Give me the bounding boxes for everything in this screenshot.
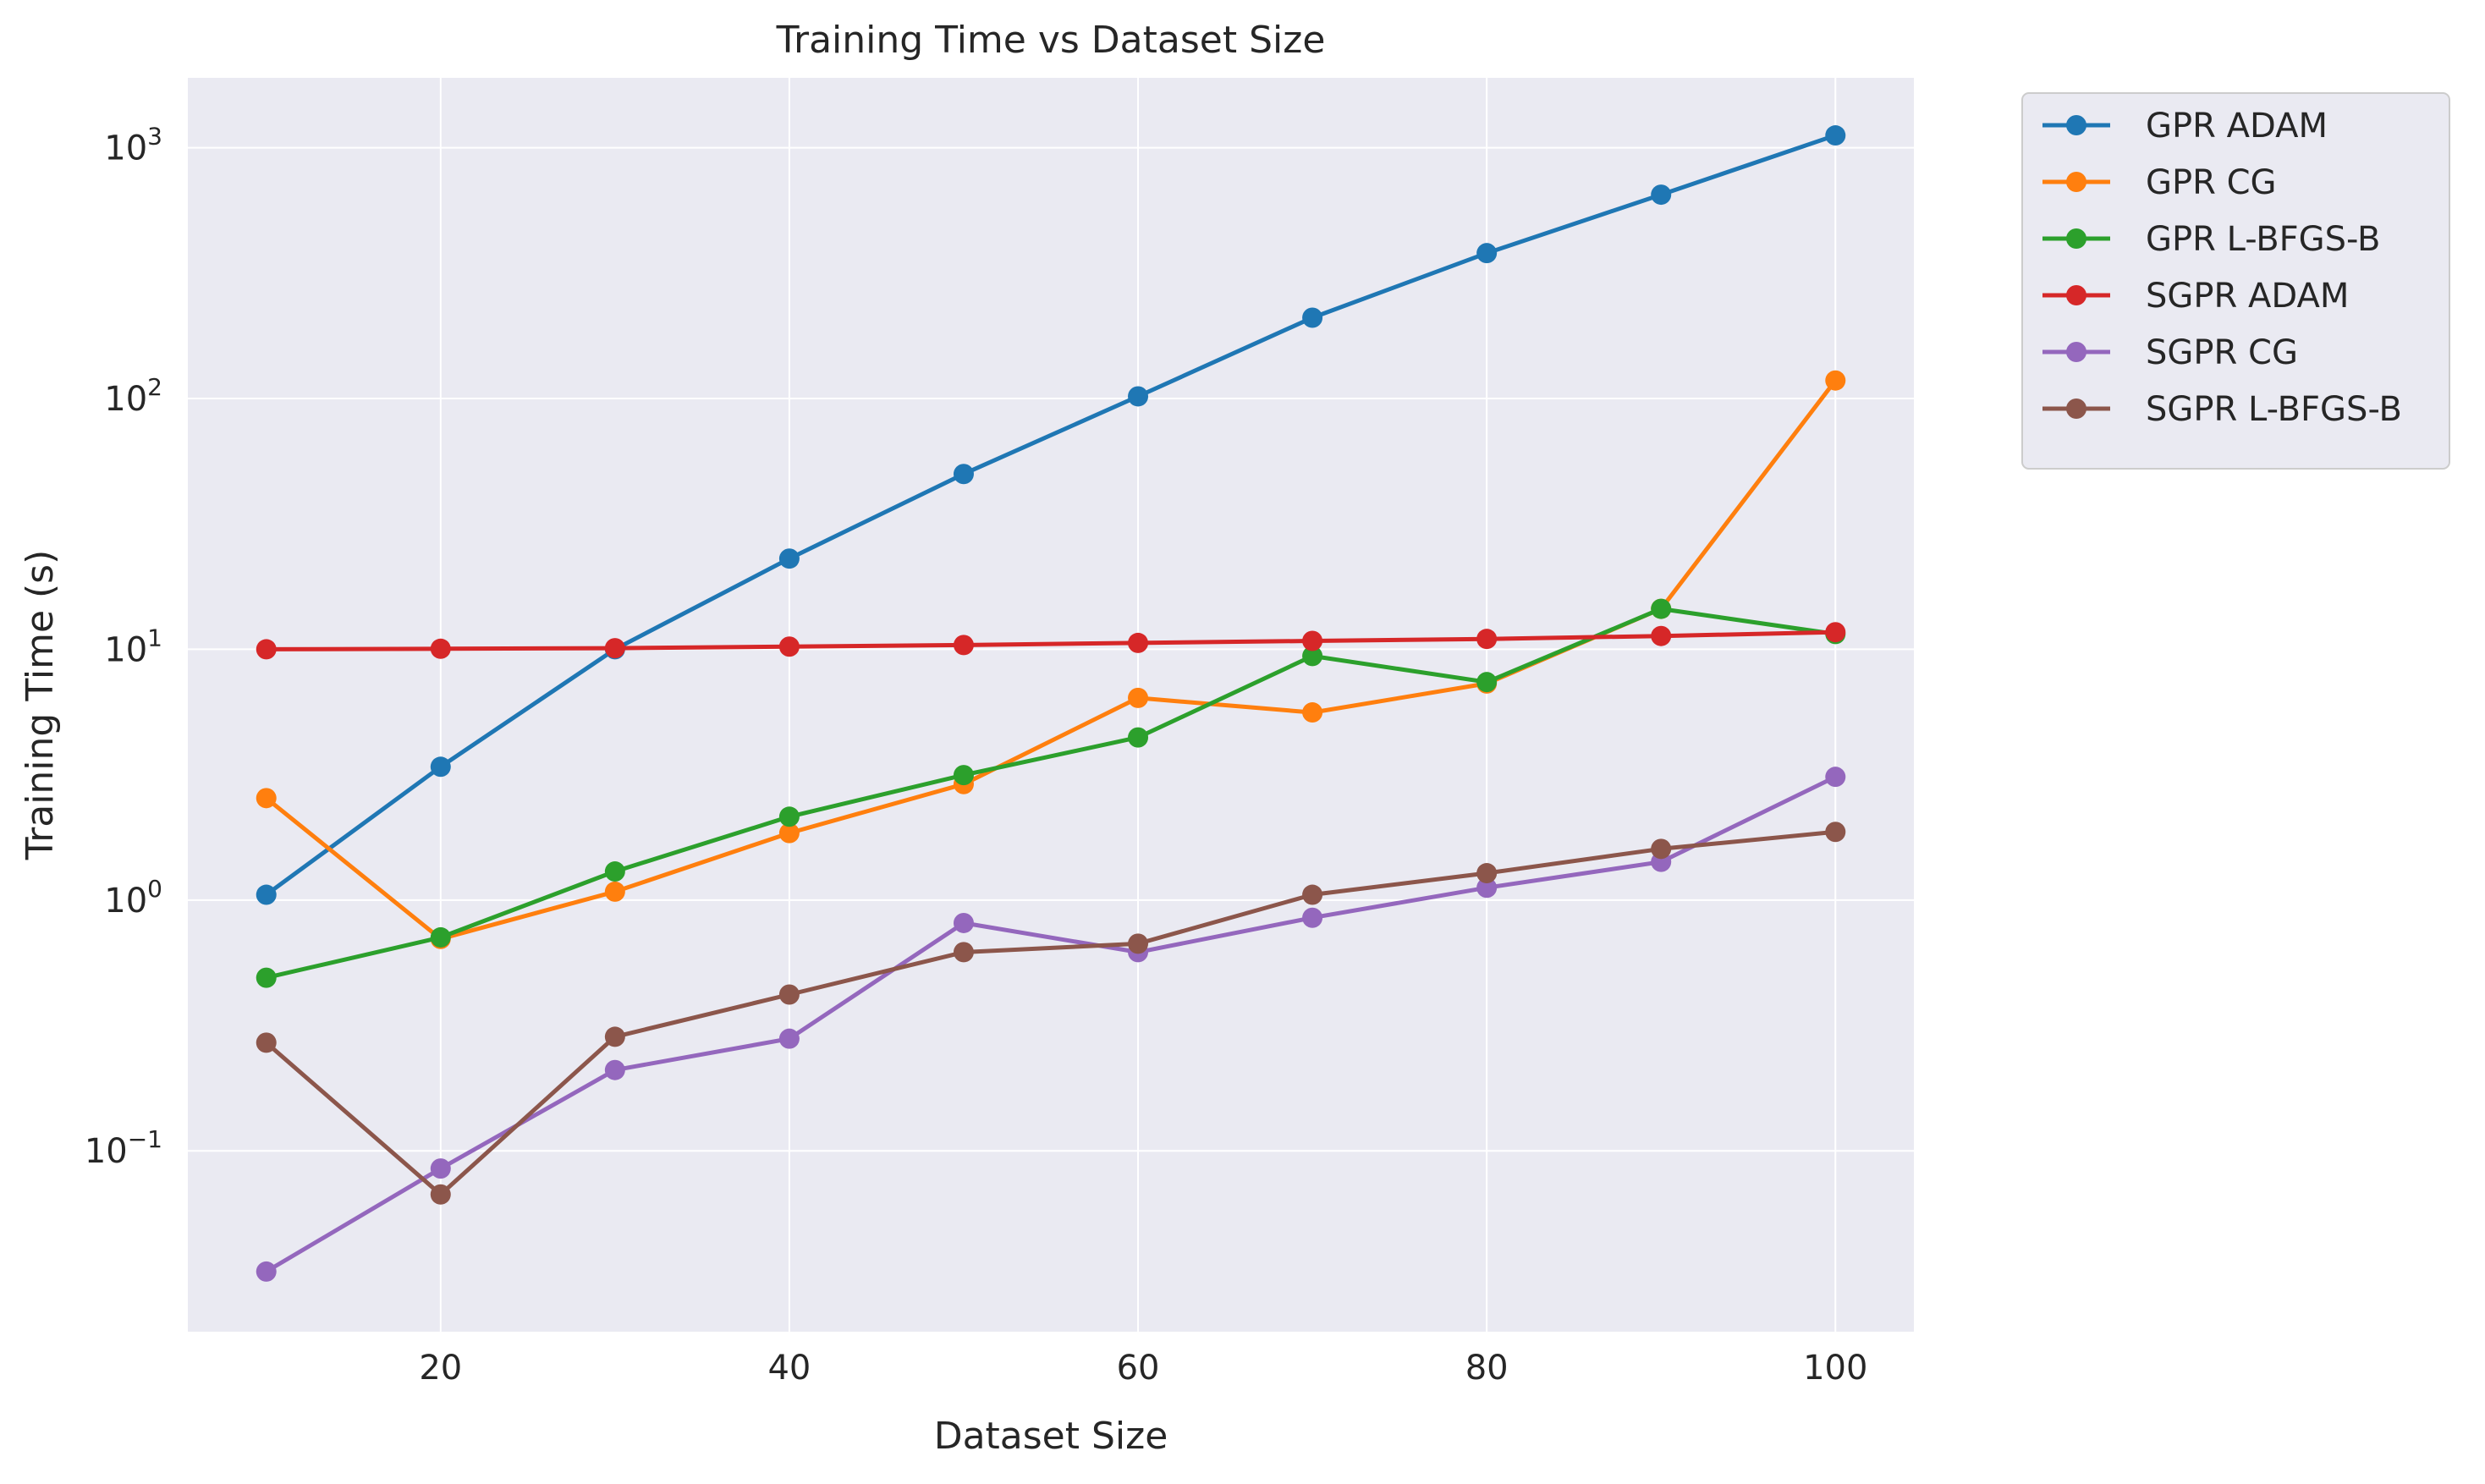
data-point-sgpr-l-bfgs-b xyxy=(778,984,800,1005)
data-point-gpr-adam xyxy=(1128,386,1149,407)
data-point-sgpr-adam xyxy=(1825,622,1846,643)
legend-item-sgpr-l-bfgs-b: SGPR L-BFGS-B xyxy=(2042,390,2402,429)
x-tick-label: 20 xyxy=(419,1349,462,1388)
data-point-sgpr-cg xyxy=(778,1028,800,1049)
data-point-sgpr-cg xyxy=(1825,767,1846,788)
data-point-sgpr-l-bfgs-b xyxy=(430,1184,451,1205)
data-point-gpr-cg xyxy=(256,788,277,809)
y-axis-ticks: 10−1 100 101 102 103 xyxy=(85,123,162,1172)
data-point-gpr-l-bfgs-b xyxy=(430,926,451,948)
series-sgpr-adam xyxy=(256,622,1846,660)
data-point-gpr-cg xyxy=(604,881,625,902)
data-point-gpr-adam xyxy=(778,548,800,569)
data-point-gpr-adam xyxy=(430,756,451,778)
data-point-gpr-l-bfgs-b xyxy=(256,967,277,988)
x-tick-label: 80 xyxy=(1465,1349,1509,1388)
data-point-sgpr-adam xyxy=(1651,625,1672,646)
legend-marker xyxy=(2066,115,2086,135)
data-point-sgpr-adam xyxy=(1302,630,1323,651)
legend-label: SGPR ADAM xyxy=(2146,277,2349,316)
data-point-gpr-adam xyxy=(1302,307,1323,328)
data-point-sgpr-l-bfgs-b xyxy=(1302,884,1323,905)
legend-marker xyxy=(2066,228,2086,249)
data-point-sgpr-l-bfgs-b xyxy=(1651,838,1672,860)
x-tick-label: 60 xyxy=(1117,1349,1160,1388)
data-point-gpr-l-bfgs-b xyxy=(1476,672,1498,693)
y-axis-label: Training Time (s) xyxy=(19,550,62,861)
data-point-gpr-cg xyxy=(1302,702,1323,723)
legend-label: SGPR CG xyxy=(2146,333,2298,372)
data-point-gpr-l-bfgs-b xyxy=(1302,646,1323,667)
data-point-sgpr-cg xyxy=(256,1261,277,1282)
data-point-sgpr-cg xyxy=(1302,907,1323,928)
legend-label: SGPR L-BFGS-B xyxy=(2146,390,2402,429)
series-line-gpr-adam xyxy=(265,133,1837,897)
legend-label: GPR L-BFGS-B xyxy=(2146,220,2381,259)
series-line-sgpr-l-bfgs-b xyxy=(265,829,1836,1197)
y-tick-label: 10−1 xyxy=(85,1125,162,1171)
series-sgpr-l-bfgs-b xyxy=(256,822,1846,1205)
legend-marker xyxy=(2066,285,2086,305)
data-point-sgpr-cg xyxy=(604,1059,625,1080)
data-point-sgpr-adam xyxy=(953,635,974,656)
y-tick-label: 100 xyxy=(104,875,162,921)
x-tick-label: 100 xyxy=(1803,1349,1867,1388)
legend-item-gpr-l-bfgs-b: GPR L-BFGS-B xyxy=(2042,220,2381,259)
data-point-gpr-adam xyxy=(1476,243,1498,264)
data-point-sgpr-l-bfgs-b xyxy=(1476,863,1498,884)
legend-item-gpr-cg: GPR CG xyxy=(2042,163,2277,202)
series-line-sgpr-cg xyxy=(265,774,1837,1274)
x-axis-ticks: 20 40 60 80 100 xyxy=(419,1349,1867,1388)
chart-title: Training Time vs Dataset Size xyxy=(776,19,1326,62)
data-point-sgpr-l-bfgs-b xyxy=(1825,822,1846,843)
data-point-sgpr-adam xyxy=(1476,629,1498,650)
data-point-gpr-l-bfgs-b xyxy=(778,806,800,827)
data-point-gpr-l-bfgs-b xyxy=(1651,598,1672,619)
data-point-gpr-adam xyxy=(1651,184,1672,206)
data-point-gpr-cg xyxy=(1825,370,1846,391)
series-line-gpr-l-bfgs-b xyxy=(266,607,1836,981)
y-tick-label: 101 xyxy=(104,624,162,669)
series-gpr-l-bfgs-b xyxy=(256,598,1846,988)
data-point-gpr-l-bfgs-b xyxy=(1128,727,1149,748)
data-point-sgpr-adam xyxy=(1128,632,1149,653)
legend-label: GPR CG xyxy=(2146,163,2277,202)
plot-area xyxy=(188,78,1914,1332)
legend-item-sgpr-adam: SGPR ADAM xyxy=(2042,277,2349,316)
data-point-sgpr-adam xyxy=(778,636,800,657)
data-point-sgpr-cg xyxy=(953,912,974,933)
series-line-sgpr-adam xyxy=(266,629,1836,651)
data-point-sgpr-l-bfgs-b xyxy=(604,1026,625,1047)
data-point-sgpr-adam xyxy=(430,638,451,659)
data-point-sgpr-l-bfgs-b xyxy=(1128,933,1149,954)
data-point-gpr-l-bfgs-b xyxy=(604,861,625,882)
data-point-sgpr-l-bfgs-b xyxy=(953,942,974,963)
data-point-gpr-cg xyxy=(1128,687,1149,708)
data-point-sgpr-adam xyxy=(256,639,277,660)
data-point-gpr-adam xyxy=(256,884,277,905)
series-layer xyxy=(256,125,1846,1282)
y-tick-label: 102 xyxy=(104,373,162,419)
data-point-sgpr-adam xyxy=(604,638,625,659)
data-point-sgpr-cg xyxy=(1476,877,1498,899)
data-point-gpr-adam xyxy=(1825,125,1846,146)
data-point-sgpr-l-bfgs-b xyxy=(256,1032,277,1053)
y-tick-label: 103 xyxy=(104,123,162,168)
legend-item-sgpr-cg: SGPR CG xyxy=(2042,333,2298,372)
legend-marker xyxy=(2066,172,2086,192)
data-point-gpr-l-bfgs-b xyxy=(953,765,974,786)
data-point-gpr-cg xyxy=(778,822,800,844)
legend-label: GPR ADAM xyxy=(2146,107,2328,146)
x-tick-label: 40 xyxy=(767,1349,811,1388)
data-point-sgpr-cg xyxy=(430,1158,451,1179)
legend-box xyxy=(2021,92,2450,470)
legend-item-gpr-adam: GPR ADAM xyxy=(2042,107,2328,146)
data-point-gpr-adam xyxy=(953,464,974,485)
legend: GPR ADAM GPR CG GPR L-BFGS-B SGPR ADAM SGPR … xyxy=(2021,92,2450,470)
legend-marker xyxy=(2066,342,2086,362)
x-axis-label: Dataset Size xyxy=(934,1415,1168,1458)
legend-marker xyxy=(2066,398,2086,419)
